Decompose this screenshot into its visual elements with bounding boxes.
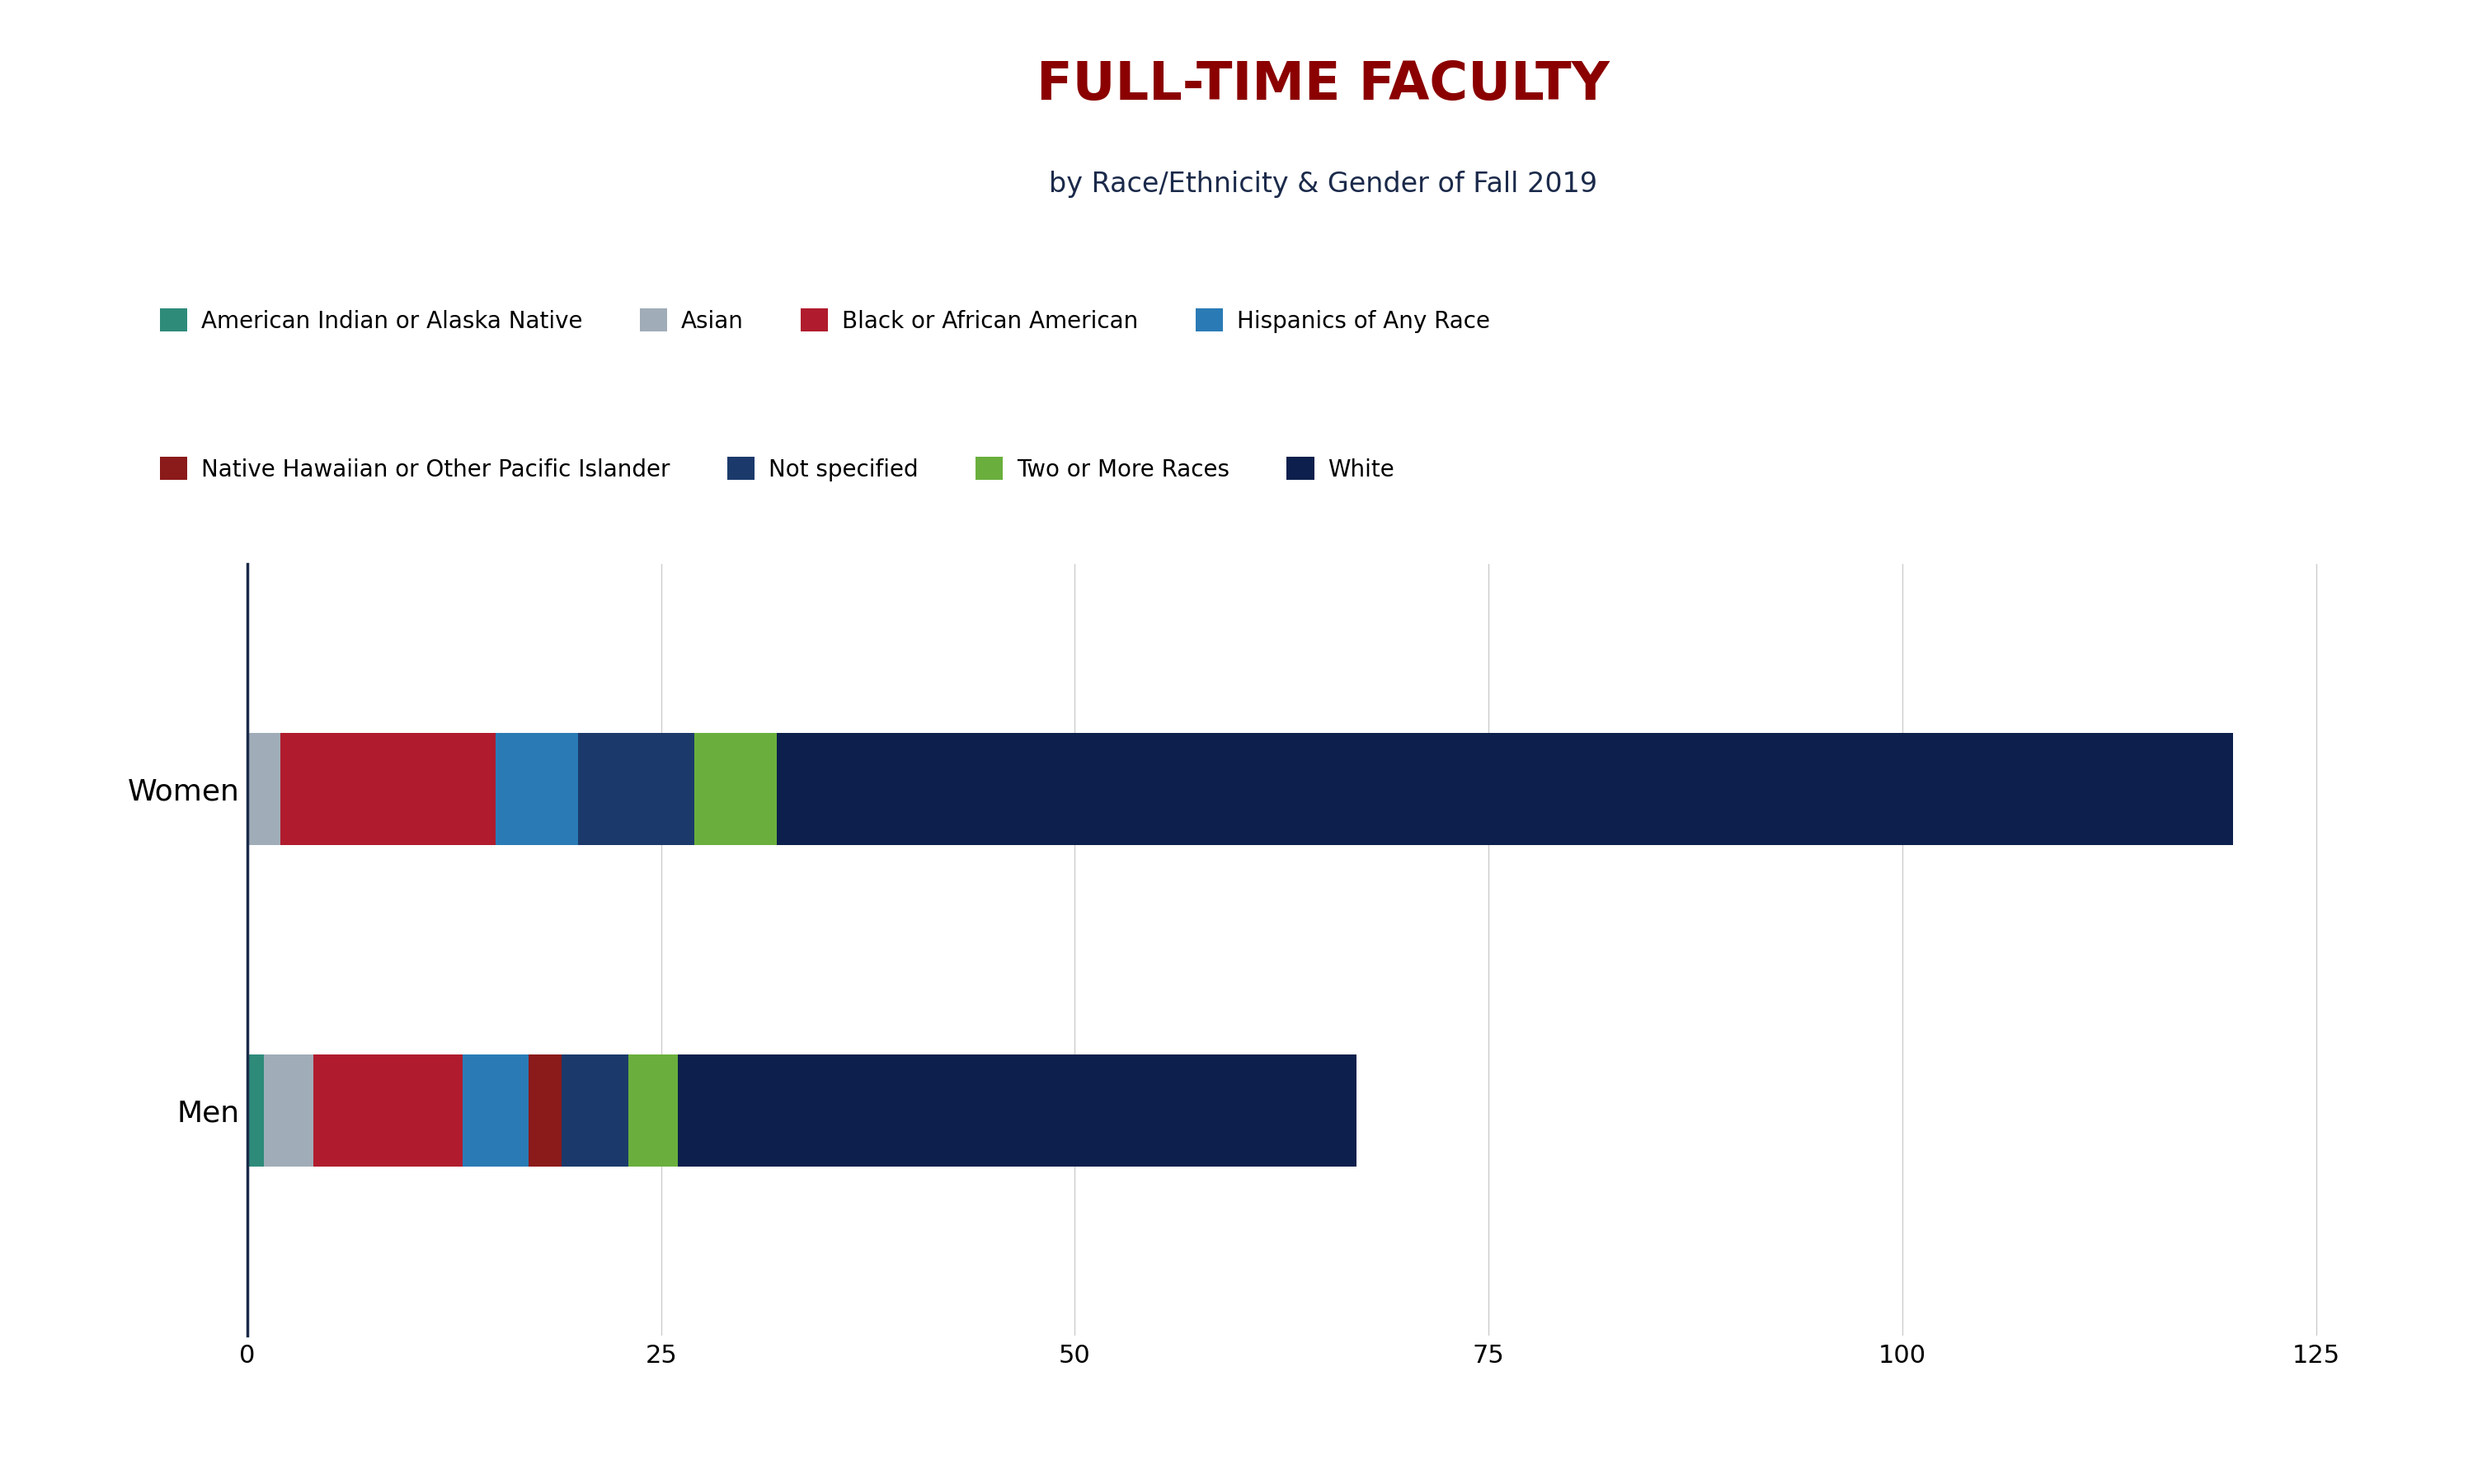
Bar [247,1054,265,1166]
Bar [247,733,279,846]
Bar [529,1054,561,1166]
Bar [265,1054,314,1166]
Bar [579,733,695,846]
Text: by Race/Ethnicity & Gender of Fall 2019: by Race/Ethnicity & Gender of Fall 2019 [1049,171,1598,197]
Bar [628,1054,678,1166]
Bar [314,1054,462,1166]
Bar [279,733,495,846]
Bar [678,1054,1355,1166]
Text: FULL-TIME FACULTY: FULL-TIME FACULTY [1036,59,1610,110]
Bar [495,733,579,846]
Bar [561,1054,628,1166]
Bar [695,733,777,846]
Legend: Native Hawaiian or Other Pacific Islander, Not specified, Two or More Races, Whi: Native Hawaiian or Other Pacific Islande… [161,457,1395,481]
Bar [462,1054,529,1166]
Bar [777,733,2233,846]
Legend: American Indian or Alaska Native, Asian, Black or African American, Hispanics of: American Indian or Alaska Native, Asian,… [161,309,1489,332]
